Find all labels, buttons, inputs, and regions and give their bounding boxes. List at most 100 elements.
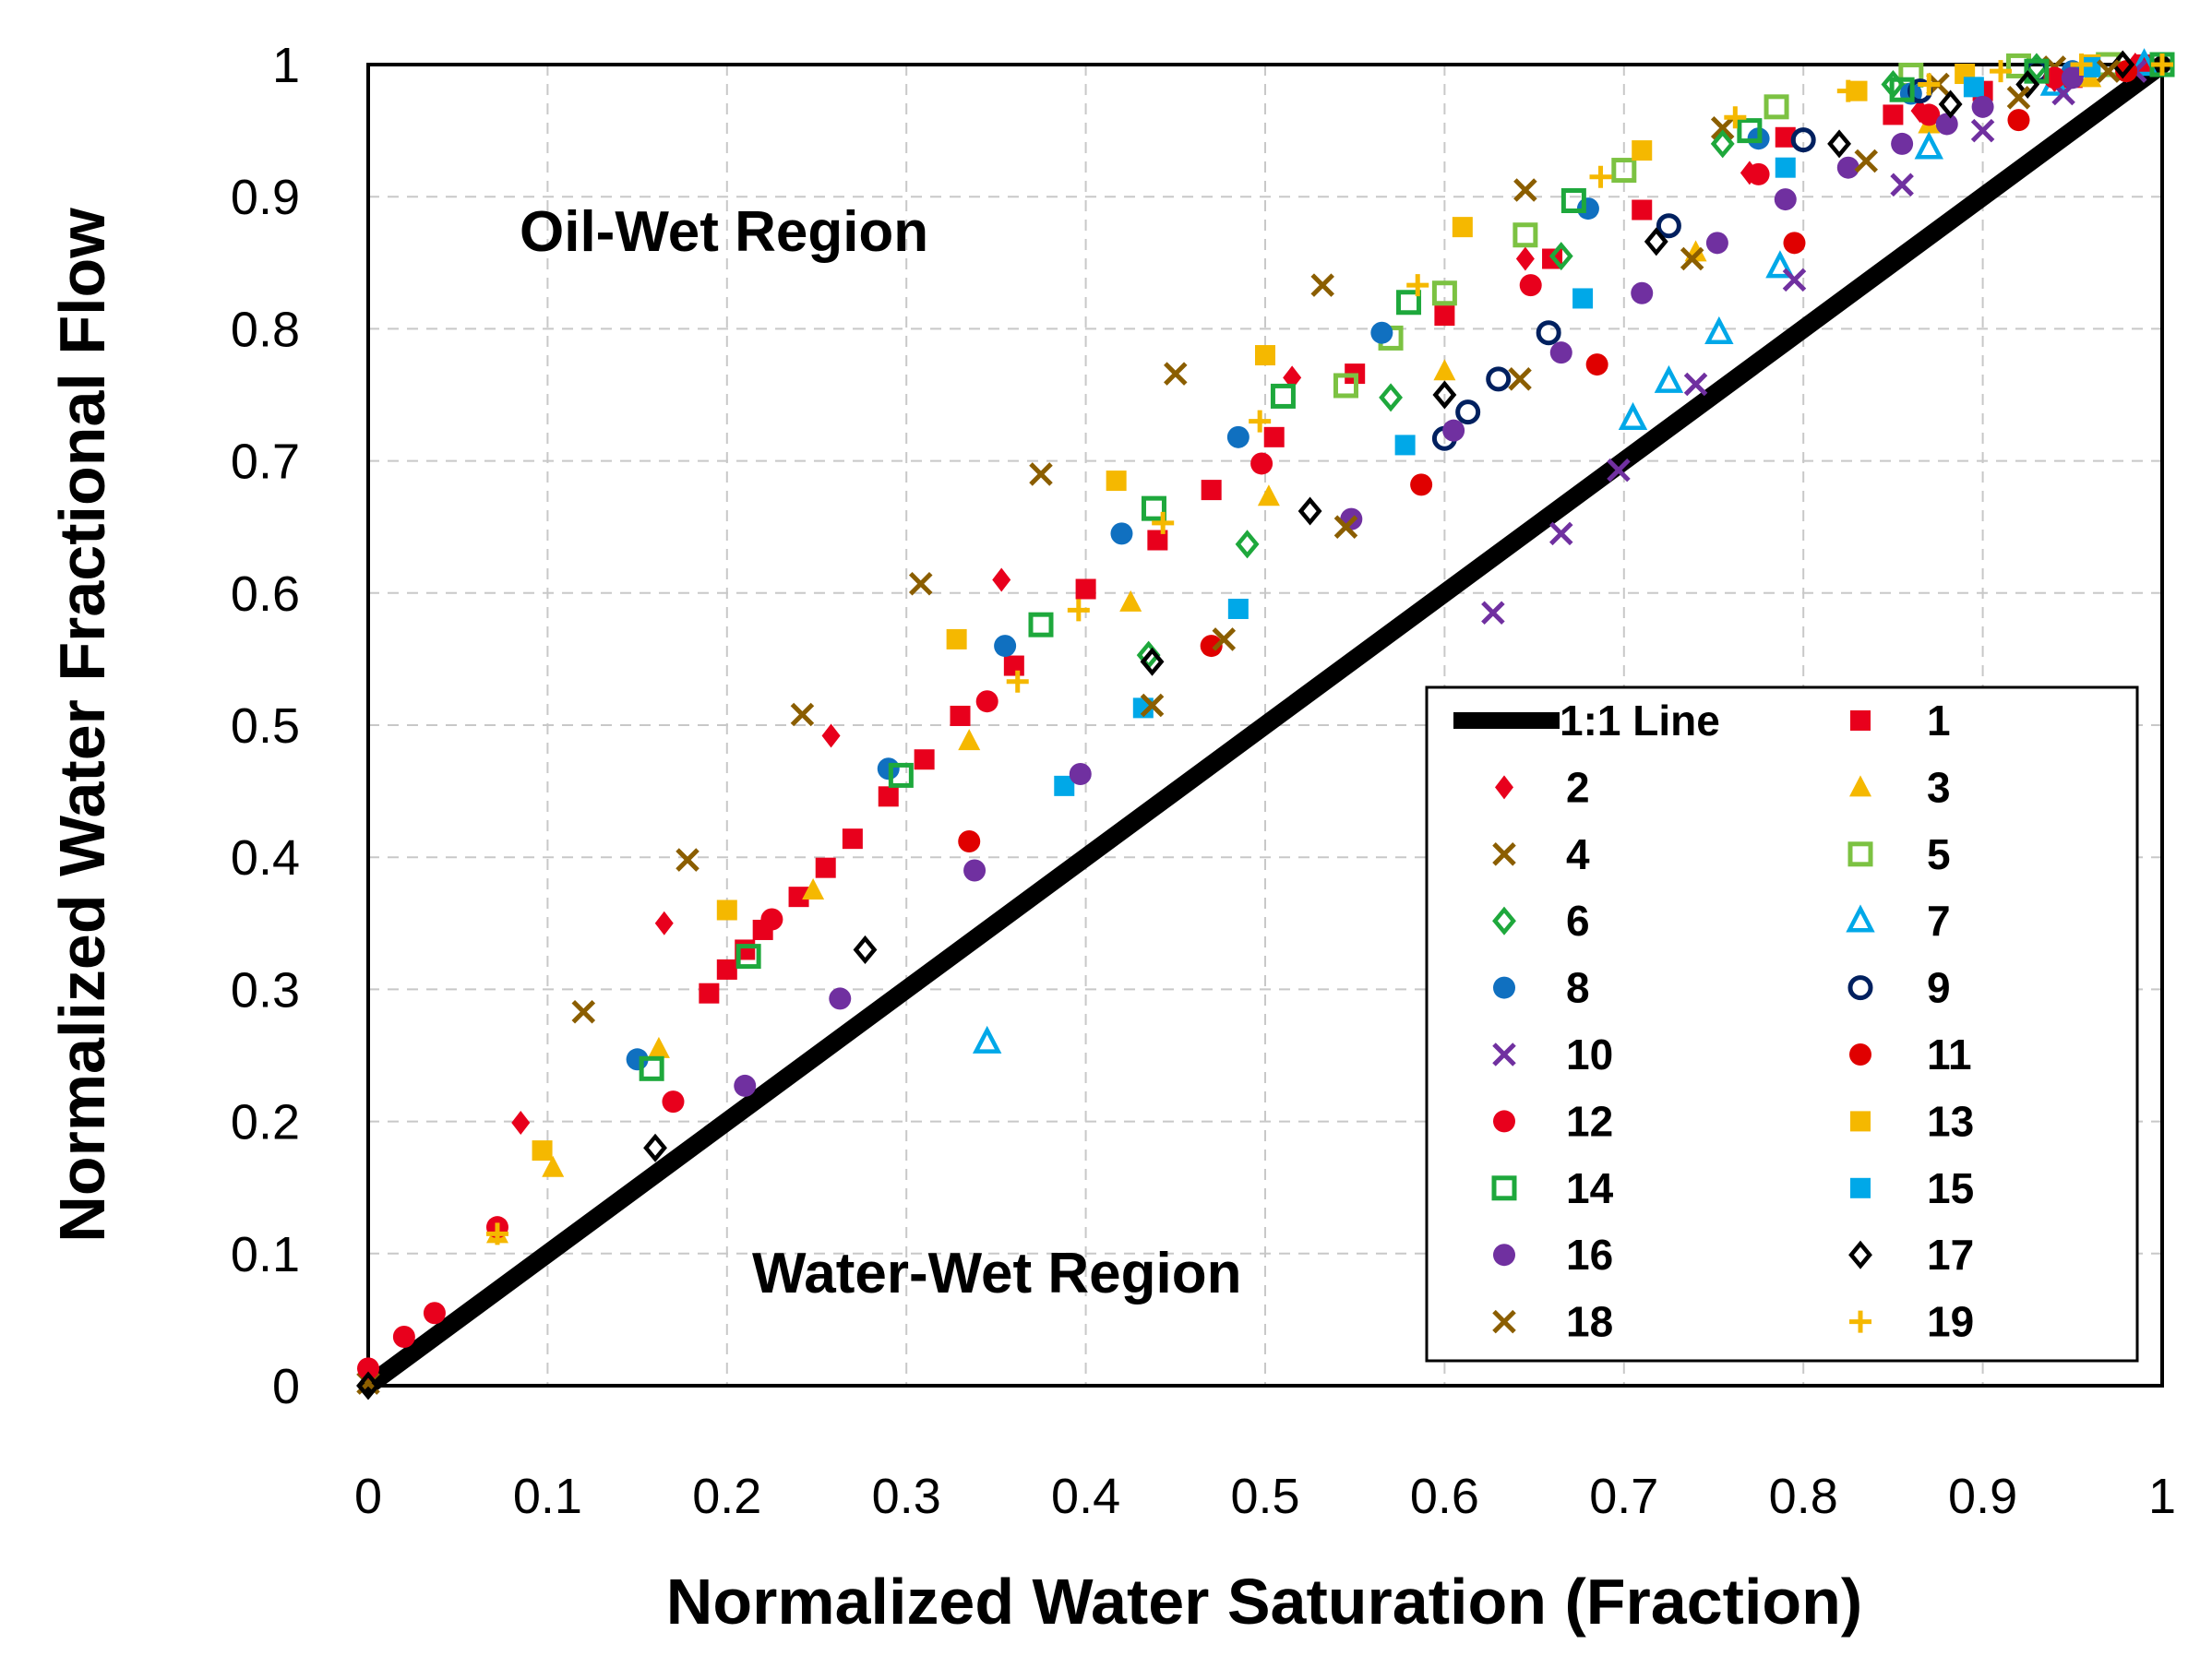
data-point [1297, 496, 1322, 526]
legend-item: 18 [1492, 1298, 1613, 1346]
data-point [647, 1036, 670, 1058]
y-tick-label: 0.6 [231, 566, 300, 622]
y-tick-label: 0.8 [231, 302, 300, 357]
y-tick-label: 0.4 [231, 830, 300, 886]
legend-item: 19 [1849, 1298, 1974, 1346]
data-point [676, 848, 699, 872]
data-point [1370, 321, 1393, 344]
data-point [1935, 113, 1958, 136]
legend-marker [1850, 1111, 1871, 1132]
data-point [2007, 109, 2030, 132]
data-point [908, 572, 933, 596]
data-point [946, 628, 967, 649]
data-point [1513, 178, 1537, 202]
legend-marker [1847, 841, 1873, 867]
legend-item: 11 [1849, 1031, 1972, 1078]
data-point [1572, 288, 1594, 309]
data-point [1891, 132, 1914, 155]
legend-label: 16 [1566, 1231, 1613, 1279]
data-point [1379, 383, 1404, 412]
legend-marker [1492, 1309, 1516, 1334]
y-tick-label: 0.1 [231, 1227, 300, 1282]
legend-label: 13 [1927, 1097, 1974, 1145]
series-11 [958, 60, 2138, 853]
oil-wet-region-label: Oil-Wet Region [520, 200, 928, 264]
data-point [716, 900, 737, 921]
data-point [1028, 612, 1054, 637]
series-19 [485, 54, 2173, 1245]
data-point [1067, 599, 1090, 622]
legend-label: 8 [1566, 964, 1590, 1012]
data-point [1790, 127, 1816, 153]
data-point [1782, 268, 1807, 292]
one-to-one-line [359, 55, 2171, 1395]
data-point [1970, 118, 1995, 143]
data-point [958, 729, 981, 751]
data-point [654, 911, 674, 935]
y-tick-label: 0.3 [231, 962, 300, 1018]
data-point [1212, 627, 1237, 651]
data-point [1536, 320, 1561, 346]
series-4 [356, 55, 2067, 1395]
data-point [1683, 372, 1708, 397]
data-point [1432, 380, 1457, 410]
x-tick-label: 0 [354, 1469, 382, 1524]
data-point [1249, 410, 1272, 433]
legend-label: 15 [1927, 1164, 1974, 1212]
data-point [1263, 426, 1285, 447]
data-point [1918, 73, 1941, 96]
data-point [1883, 104, 1904, 125]
data-point [1656, 213, 1681, 239]
x-tick-labels: 0 0.1 0.2 0.3 0.4 0.5 0.6 0.7 0.8 0.9 1 [354, 1469, 2176, 1524]
data-point [975, 690, 998, 713]
data-point [1747, 162, 1770, 185]
data-point [1257, 484, 1280, 506]
data-point [1513, 222, 1538, 248]
data-point [1632, 199, 1653, 220]
data-point [958, 830, 981, 853]
data-point [1270, 383, 1296, 409]
data-point [1914, 131, 1943, 160]
series-1 [699, 54, 2155, 1004]
data-point [1141, 495, 1166, 521]
legend-label: 2 [1566, 763, 1590, 811]
x-tick-label: 0.7 [1589, 1469, 1658, 1524]
legend-label: 17 [1927, 1231, 1974, 1279]
data-point [1140, 693, 1165, 718]
data-point [1481, 601, 1505, 626]
data-point [1774, 188, 1797, 211]
legend-marker [1495, 775, 1513, 800]
y-tick-label: 0.5 [231, 698, 300, 754]
data-point [2015, 69, 2040, 99]
reference-line-group [359, 55, 2171, 1395]
legend-marker [1847, 975, 1873, 1001]
data-point [485, 1222, 508, 1245]
data-point [1680, 246, 1704, 271]
legend-label: 1 [1927, 697, 1951, 745]
data-point [1515, 246, 1535, 271]
data-point [1486, 366, 1512, 392]
data-point [1990, 60, 2013, 83]
data-point [1775, 126, 1796, 148]
data-point [1938, 89, 1963, 119]
data-point [1560, 187, 1586, 213]
legend-item: 17 [1848, 1231, 1974, 1279]
data-point [423, 1302, 446, 1325]
data-point [1963, 77, 1984, 98]
data-point [1201, 480, 1222, 501]
data-point [802, 878, 825, 900]
legend-item: 1:1 Line [1453, 697, 1720, 745]
data-point [2061, 66, 2084, 89]
data-point [1310, 273, 1334, 297]
data-point [950, 705, 971, 726]
y-tick-labels: 0 0.1 0.2 0.3 0.4 0.5 0.6 0.7 0.8 0.9 1 [231, 38, 300, 1414]
legend-item: 5 [1847, 830, 1951, 878]
data-point [1631, 281, 1654, 304]
data-point [1006, 670, 1029, 693]
data-point [1147, 530, 1168, 551]
data-point [643, 1133, 667, 1162]
legend-marker [1850, 710, 1871, 731]
data-point [1333, 515, 1358, 539]
